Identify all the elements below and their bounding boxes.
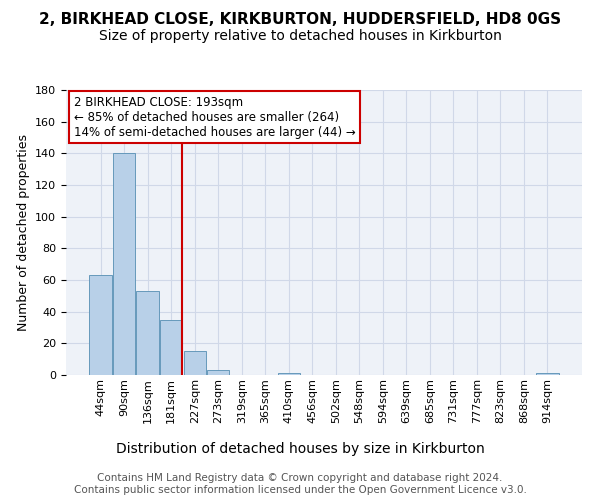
Bar: [184, 351, 206, 375]
Bar: [89, 275, 112, 375]
Text: 2, BIRKHEAD CLOSE, KIRKBURTON, HUDDERSFIELD, HD8 0GS: 2, BIRKHEAD CLOSE, KIRKBURTON, HUDDERSFI…: [39, 12, 561, 28]
Text: Contains HM Land Registry data © Crown copyright and database right 2024.
Contai: Contains HM Land Registry data © Crown c…: [74, 474, 526, 495]
Bar: [207, 370, 229, 375]
Bar: [113, 154, 136, 375]
Y-axis label: Number of detached properties: Number of detached properties: [17, 134, 29, 331]
Text: 2 BIRKHEAD CLOSE: 193sqm
← 85% of detached houses are smaller (264)
14% of semi-: 2 BIRKHEAD CLOSE: 193sqm ← 85% of detach…: [74, 96, 355, 138]
Bar: [136, 291, 159, 375]
Bar: [536, 374, 559, 375]
Text: Size of property relative to detached houses in Kirkburton: Size of property relative to detached ho…: [98, 29, 502, 43]
Text: Distribution of detached houses by size in Kirkburton: Distribution of detached houses by size …: [116, 442, 484, 456]
Bar: [278, 374, 300, 375]
Bar: [160, 320, 182, 375]
